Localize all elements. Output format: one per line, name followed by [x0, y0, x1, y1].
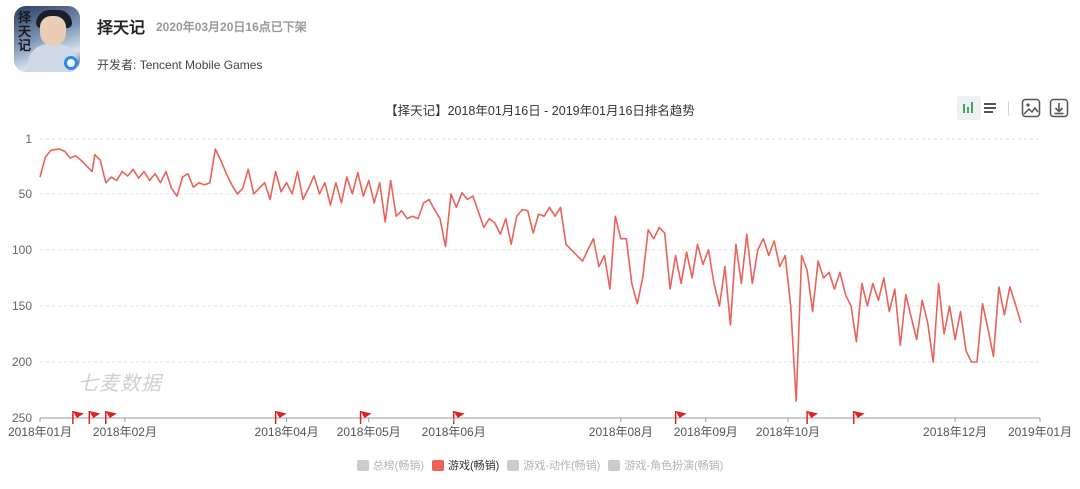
x-tick-label: 2018年12月 — [923, 425, 987, 439]
y-tick-label: 1 — [25, 132, 32, 146]
chart-legend: 总榜(畅销) 游戏(畅销) 游戏-动作(畅销) 游戏-角色扮演(畅销) — [0, 457, 1080, 474]
series-line — [39, 148, 1022, 403]
legend-item[interactable]: 游戏-角色扮演(畅销) — [608, 457, 723, 473]
app-icon: 择天记 — [14, 6, 80, 72]
legend-label: 总榜(畅销) — [372, 460, 424, 472]
x-tick-label: 2018年09月 — [674, 425, 738, 439]
legend-item[interactable]: 总榜(畅销) — [356, 457, 424, 473]
x-tick-label: 2018年05月 — [337, 425, 401, 439]
app-icon-figure-face — [40, 16, 66, 46]
y-tick-label: 100 — [12, 243, 32, 257]
event-flag-icon[interactable] — [105, 411, 117, 424]
x-tick-label: 2018年02月 — [93, 425, 157, 439]
legend-label: 游戏-动作(畅销) — [523, 460, 601, 472]
legend-swatch — [507, 459, 520, 471]
chart-title: 【择天记】2018年01月16日 - 2019年01月16日排名趋势 — [385, 104, 695, 118]
bar-line-toggle-icon[interactable] — [957, 96, 981, 120]
y-tick-label: 200 — [12, 355, 32, 369]
event-flag-icon[interactable] — [852, 411, 865, 424]
series-layer — [39, 148, 1022, 403]
chart-toolbar — [957, 96, 1069, 122]
event-flag-icon[interactable] — [88, 411, 101, 424]
app-name: 择天记 — [97, 20, 146, 37]
legend-label: 游戏-角色扮演(畅销) — [624, 460, 724, 472]
y-tick-label: 250 — [12, 411, 32, 425]
image-download-icon[interactable] — [1019, 96, 1043, 120]
x-axis-ticks: 2018年01月 2018年02月 2018年04月 2018年05月 2018年06月… — [8, 418, 1072, 439]
y-tick-label: 50 — [19, 187, 33, 201]
grid-lines — [40, 138, 1040, 363]
event-flag-icon[interactable] — [72, 411, 84, 424]
legend-swatch — [608, 459, 621, 471]
legend-swatch — [356, 459, 369, 471]
list-icon[interactable] — [978, 96, 1002, 120]
toolbar-divider — [1008, 101, 1009, 116]
x-tick-label: 2018年10月 — [756, 425, 820, 439]
event-markers — [72, 411, 865, 424]
event-flag-icon[interactable] — [674, 411, 687, 424]
legend-label: 游戏(畅销) — [448, 460, 500, 472]
legend-item[interactable]: 游戏(畅销) — [432, 457, 499, 473]
developer-line: 开发者: Tencent Mobile Games — [97, 56, 262, 73]
app-icon-logo-text: 择天记 — [18, 11, 32, 54]
event-flag-icon[interactable] — [274, 411, 287, 424]
developer-name: Tencent Mobile Games — [139, 58, 263, 72]
x-tick-label: 2018年04月 — [255, 425, 319, 439]
watermark: 七麦数据 — [78, 371, 164, 395]
legend-swatch — [432, 459, 444, 471]
legend-item[interactable]: 游戏-动作(畅销) — [507, 457, 600, 473]
x-tick-label: 2018年01月 — [8, 425, 72, 439]
download-icon[interactable] — [1047, 96, 1071, 120]
app-status: 2020年03月20日16点已下架 — [156, 20, 307, 34]
event-flag-icon[interactable] — [806, 411, 819, 424]
x-tick-label: 2018年06月 — [422, 425, 486, 439]
app-icon-badge-icon — [64, 56, 78, 70]
x-tick-label: 2018年08月 — [589, 425, 653, 439]
y-tick-label: 150 — [12, 299, 32, 313]
developer-label: 开发者: — [97, 58, 137, 72]
event-flag-icon[interactable] — [359, 411, 372, 424]
x-tick-label: 2019年01月 — [1008, 425, 1072, 439]
